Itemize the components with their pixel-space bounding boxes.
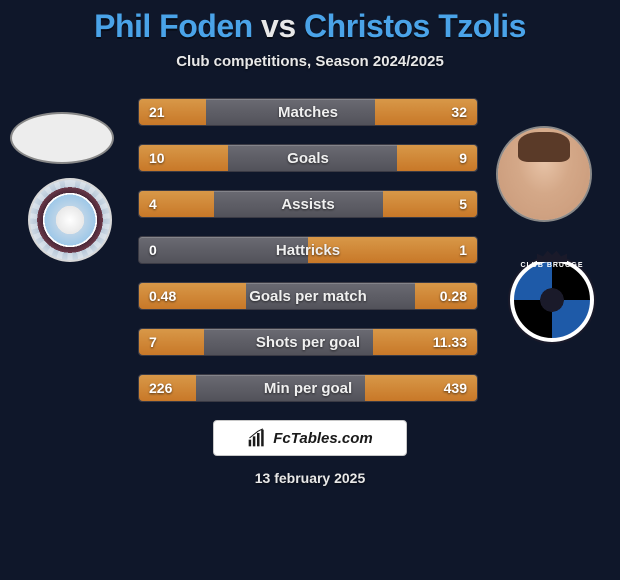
stats-table: 2132Matches109Goals45Assists01Hattricks0… [138,98,478,402]
stat-label: Matches [278,104,338,121]
source-text: FcTables.com [273,430,372,447]
stat-value-left: 21 [149,104,165,120]
player2-club-badge [510,258,594,342]
stat-value-right: 5 [459,196,467,212]
stat-row: 7 11.33 Shots per goal [138,328,478,356]
stat-label: Min per goal [264,380,352,397]
stat-row: 21 32 Matches [138,98,478,126]
stat-value-right: 32 [451,104,467,120]
stat-value-right: 1 [459,242,467,258]
stat-row: 226 439 Min per goal [138,374,478,402]
player1-name: Phil Foden [94,8,253,44]
subtitle: Club competitions, Season 2024/2025 [0,53,620,70]
stat-value-left: 10 [149,150,165,166]
comparison-card: Phil Foden vs Christos Tzolis Club compe… [0,0,620,580]
stat-label: Shots per goal [256,334,360,351]
stat-value-left: 4 [149,196,157,212]
page-title: Phil Foden vs Christos Tzolis [0,8,620,45]
stat-value-left: 0 [149,242,157,258]
stat-value-left: 0.48 [149,288,176,304]
stat-value-right: 9 [459,150,467,166]
player1-photo [10,112,114,164]
fctables-icon [247,428,267,448]
stat-value-right: 0.28 [440,288,467,304]
stat-row: 0.48 0.28 Goals per match [138,282,478,310]
stat-label: Hattricks [276,242,340,259]
source-badge[interactable]: FcTables.com [213,420,407,456]
footer-date: 13 february 2025 [0,470,620,486]
stat-row: 0 1 Hattricks [138,236,478,264]
stat-label: Goals [287,150,329,167]
stat-value-right: 439 [444,380,467,396]
stat-label: Goals per match [249,288,367,305]
stat-value-left: 7 [149,334,157,350]
stat-value-left: 226 [149,380,172,396]
player2-name: Christos Tzolis [304,8,526,44]
player1-club-badge [28,178,112,262]
player2-photo [496,126,592,222]
stat-row: 10 9 Goals [138,144,478,172]
stat-value-right: 11.33 [433,334,467,350]
stat-label: Assists [281,196,334,213]
vs-text: vs [261,8,296,44]
stat-row: 4 5 Assists [138,190,478,218]
